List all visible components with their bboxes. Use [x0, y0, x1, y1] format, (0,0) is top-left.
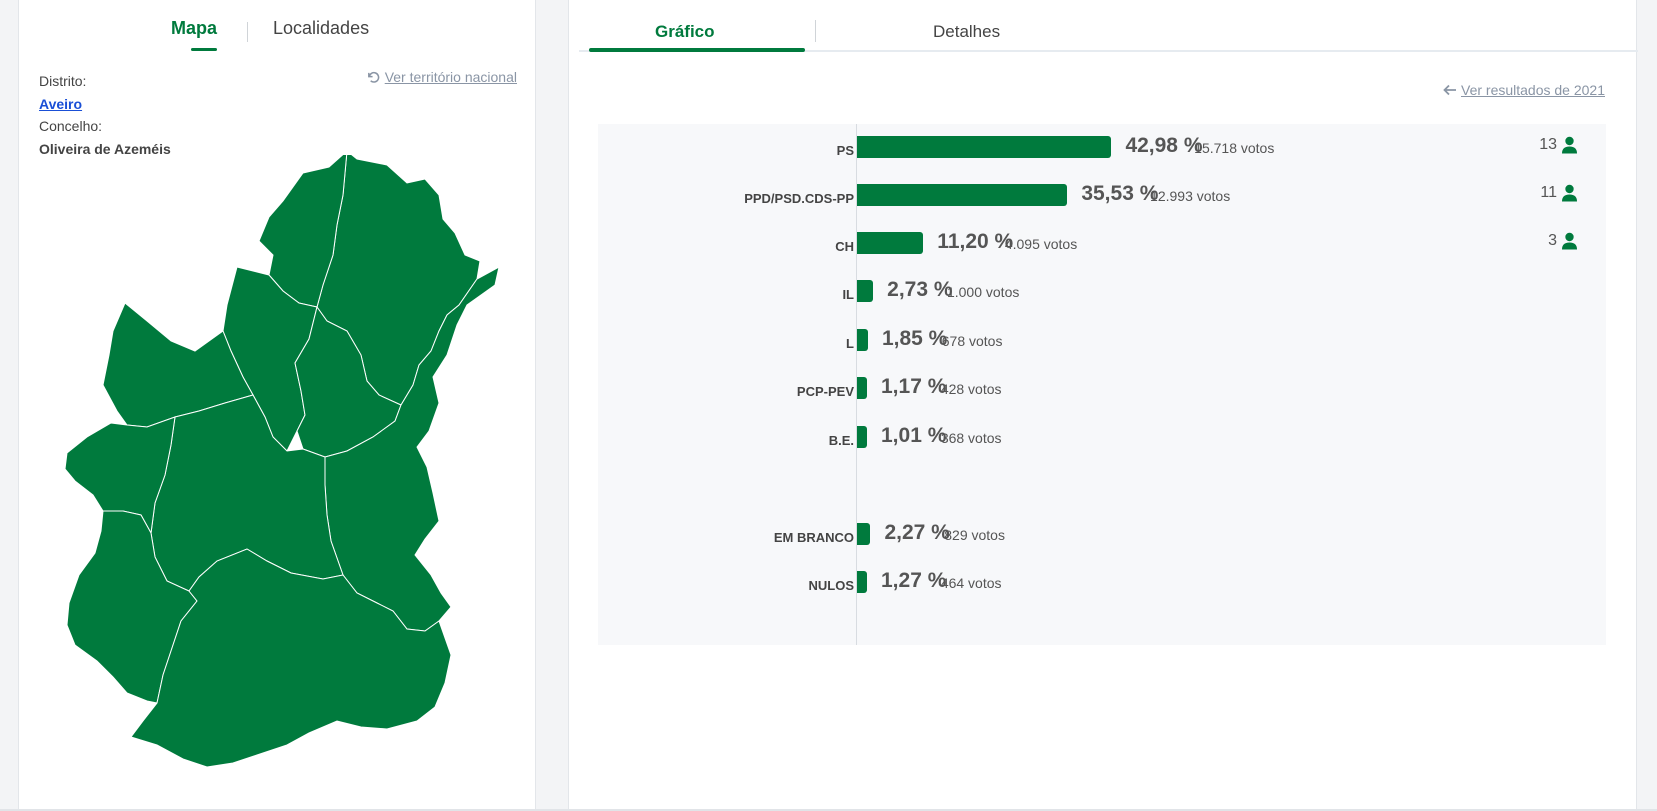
party-label: L [846, 336, 854, 351]
percentage-label: 1,85 % [881, 327, 948, 350]
active-tab-indicator [589, 48, 805, 52]
national-territory-link-label: Ver território nacional [384, 69, 517, 85]
seats-count: 11 [1540, 184, 1578, 202]
result-bar [857, 523, 871, 545]
votes-label: 428 votos [940, 381, 1002, 397]
percentage-label: 1,27 % [881, 569, 947, 592]
party-label: PCP-PEV [796, 384, 854, 399]
party-label: B.E. [828, 433, 854, 448]
results-tabs: Gráfico Detalhes [579, 0, 1638, 52]
chart-row-3: IL 2,73 % 1.000 votos [598, 278, 1606, 308]
location-info: Distrito: Aveiro Concelho: Oliveira de A… [39, 70, 171, 160]
result-bar [857, 426, 867, 448]
party-label: CH [835, 239, 854, 254]
result-bar [857, 280, 874, 302]
undo-icon [367, 71, 380, 83]
distrito-link[interactable]: Aveiro [39, 95, 83, 112]
previous-results-link[interactable]: Ver resultados de 2021 [1443, 82, 1605, 98]
tab-grafico[interactable]: Gráfico [655, 22, 715, 41]
seats-count: 13 [1539, 136, 1578, 154]
chart-row-7: EM BRANCO 2,27 % 829 votos [598, 521, 1606, 551]
seats-number: 11 [1540, 184, 1557, 201]
municipality-map[interactable] [47, 149, 523, 811]
chart-row-2: CH 11,20 % 4.095 votos 3 [598, 230, 1606, 260]
party-label: IL [842, 287, 854, 302]
seats-number: 13 [1539, 136, 1557, 153]
percentage-label: 35,53 % [1081, 182, 1159, 205]
votes-label: 15.718 votos [1194, 140, 1275, 156]
chart-row-0: PS 42,98 % 15.718 votos 13 [598, 134, 1606, 164]
percentage-label: 1,01 % [881, 424, 947, 447]
seats-number: 3 [1548, 232, 1557, 249]
result-bar [857, 232, 924, 254]
national-territory-link[interactable]: Ver território nacional [366, 69, 517, 85]
result-bar [857, 136, 1112, 158]
chart-row-6: B.E. 1,01 % 368 votos [598, 424, 1606, 454]
concelho-value: Oliveira de Azeméis [39, 140, 171, 157]
votes-label: 368 votos [940, 430, 1002, 446]
results-panel: Gráfico Detalhes Ver resultados de 2021 … [568, 0, 1638, 811]
party-label: PPD/PSD.CDS-PP [744, 191, 854, 206]
votes-label: 829 votos [944, 527, 1005, 543]
percentage-label: 42,98 % [1125, 134, 1203, 157]
distrito-label: Distrito: [39, 73, 87, 89]
percentage-label: 2,27 % [884, 521, 950, 544]
parish-far-west[interactable] [64, 416, 176, 535]
active-tab-indicator [191, 48, 217, 51]
chart-row-4: L 1,85 % 678 votos [598, 327, 1606, 357]
results-bar-chart: PS 42,98 % 15.718 votos 13 PPD/PSD.CDS-PP 35,… [598, 124, 1606, 645]
parish-south[interactable] [130, 548, 452, 768]
person-icon [1561, 184, 1578, 202]
tab-mapa[interactable]: Mapa [171, 18, 218, 38]
chart-row-5: PCP-PEV 1,17 % 428 votos [598, 375, 1606, 405]
votes-label: 1.000 votos [946, 284, 1020, 300]
votes-label: 12.993 votos [1150, 188, 1231, 204]
person-icon [1561, 232, 1578, 250]
percentage-label: 2,73 % [887, 278, 953, 301]
party-label: NULOS [808, 578, 855, 593]
percentage-label: 1,17 % [881, 375, 947, 398]
page-bottom-border [0, 809, 1657, 811]
result-bar [857, 377, 867, 399]
arrow-left-icon [1443, 84, 1456, 96]
tab-separator [815, 20, 816, 42]
person-icon [1561, 136, 1578, 154]
party-label: PS [836, 143, 854, 158]
tab-detalhes[interactable]: Detalhes [933, 22, 1001, 41]
tab-separator [247, 22, 248, 42]
percentage-label: 11,20 % [937, 230, 1014, 253]
concelho-label: Concelho: [39, 118, 103, 134]
tab-localidades[interactable]: Localidades [273, 18, 370, 38]
seats-count: 3 [1548, 232, 1578, 250]
party-label: EM BRANCO [773, 530, 854, 545]
result-bar [857, 571, 867, 593]
votes-label: 4.095 votos [1004, 236, 1078, 252]
parish-map-svg[interactable] [47, 149, 523, 811]
map-panel: Mapa Localidades Distrito: Aveiro Concel… [18, 0, 536, 811]
chart-axis [856, 124, 857, 645]
votes-label: 464 votos [940, 575, 1002, 591]
chart-row-1: PPD/PSD.CDS-PP 35,53 % 12.993 votos 11 [598, 182, 1606, 212]
previous-results-link-label: Ver resultados de 2021 [1461, 82, 1605, 98]
result-bar [857, 184, 1068, 206]
result-bar [857, 329, 868, 351]
votes-label: 678 votos [941, 333, 1003, 349]
chart-row-8: NULOS 1,27 % 464 votos [598, 569, 1606, 599]
map-panel-tabs: Mapa Localidades [19, 18, 537, 58]
